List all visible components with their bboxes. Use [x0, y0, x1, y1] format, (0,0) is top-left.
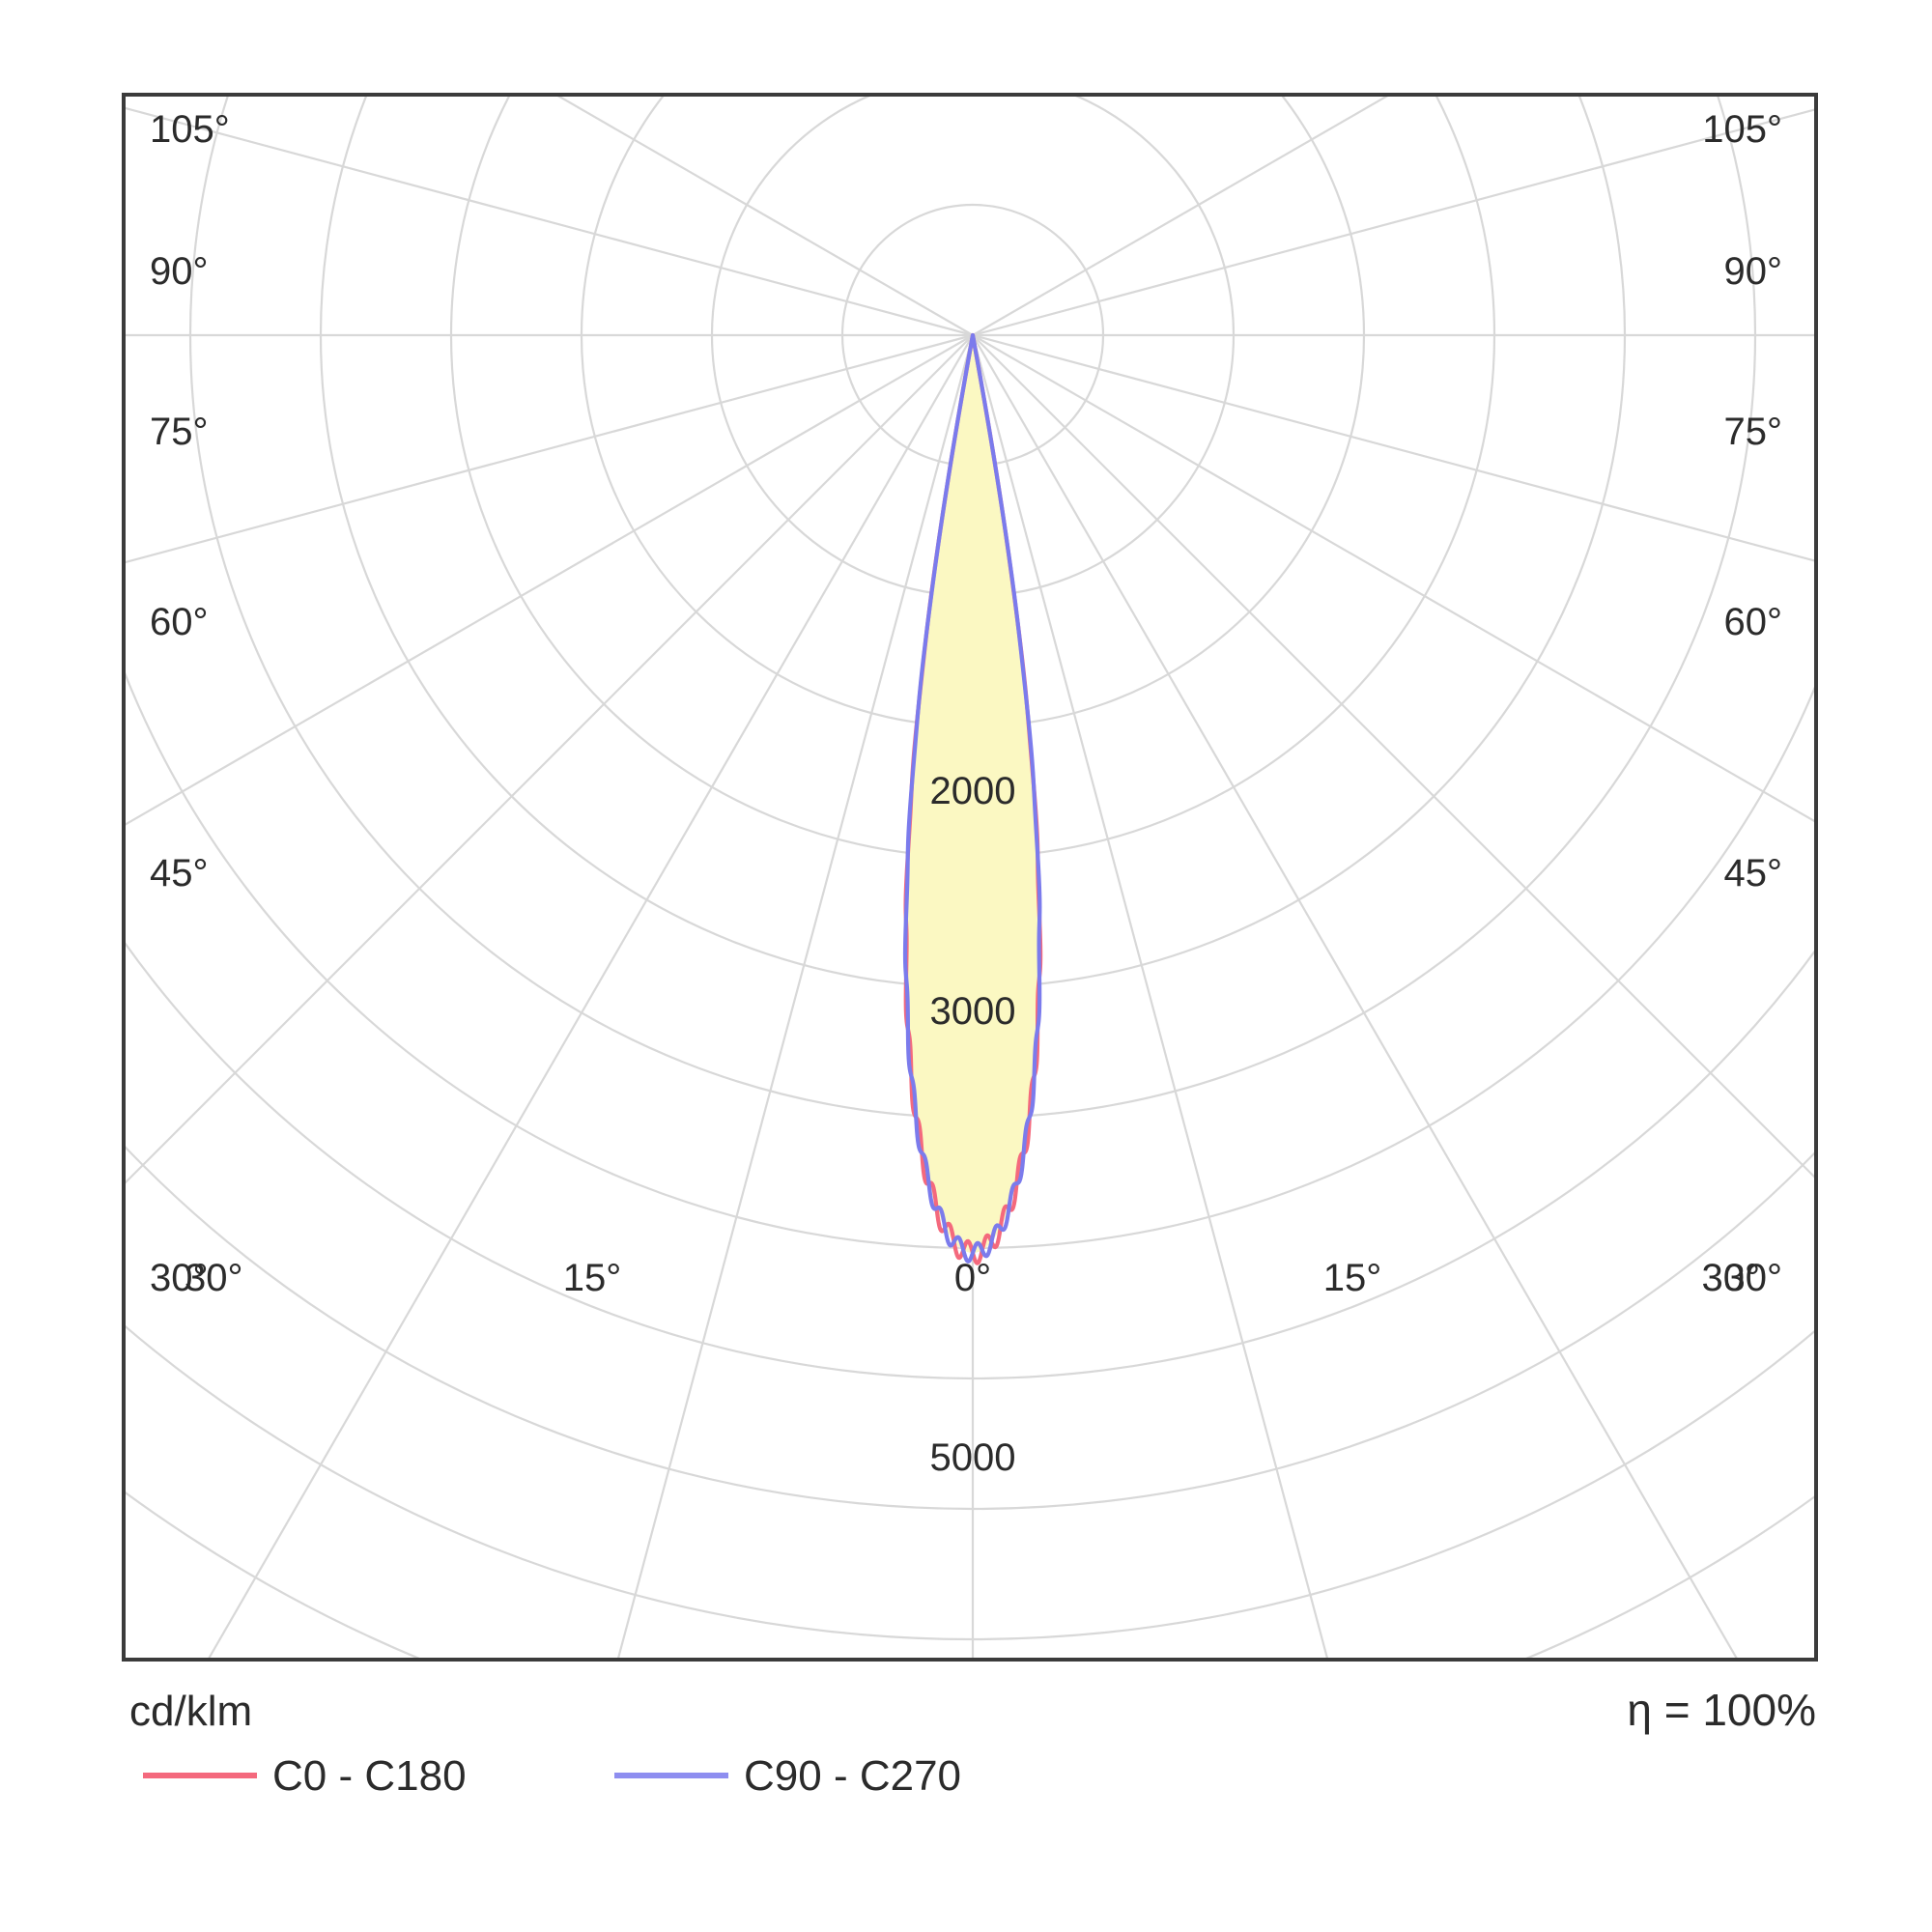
angle-label-bottom-4: 30°	[1702, 1257, 1761, 1299]
radial-label-2000: 2000	[930, 770, 1016, 812]
angle-label-left-1: 90°	[150, 250, 209, 293]
grid-spoke-75	[972, 333, 1816, 563]
angle-label-left-0: 105°	[150, 108, 230, 151]
plot-border	[122, 93, 1818, 1662]
units-label: cd/klm	[129, 1688, 252, 1735]
angle-label-bottom-2: 0°	[954, 1257, 991, 1299]
plot-frame-rect	[122, 93, 1818, 1662]
chart-legend: cd/klm η = 100% C0 - C180 C90 - C270	[129, 1685, 1816, 1800]
angle-label-right-0: 105°	[1702, 108, 1782, 151]
grid-spoke-30	[972, 334, 1739, 1660]
radial-label-5000: 5000	[930, 1436, 1016, 1479]
legend-item-series-c90-c270[interactable]: C90 - C270	[614, 1752, 961, 1800]
grid-spoke--30	[207, 334, 974, 1660]
angle-label-left-4: 45°	[150, 852, 209, 895]
curve-c90-c270	[902, 332, 1042, 1264]
beam-fill-area	[905, 335, 1040, 1253]
angle-label-bottom-1: 15°	[563, 1257, 622, 1299]
angle-label-left-5: 30°	[150, 1257, 209, 1299]
legend-item-series-c0-c180[interactable]: C0 - C180	[143, 1752, 467, 1800]
grid-spoke-60	[972, 334, 1816, 824]
grid-spoke--15	[616, 334, 975, 1660]
distribution-curves	[902, 332, 1043, 1265]
angle-label-right-4: 45°	[1724, 852, 1783, 895]
grid-spoke--105	[124, 106, 974, 337]
grid-spoke--45	[124, 334, 974, 1186]
angle-label-left-2: 75°	[150, 411, 209, 453]
angle-label-right-1: 90°	[1724, 250, 1783, 293]
grid-spoke-120	[972, 95, 1392, 336]
angle-label-bottom-3: 15°	[1323, 1257, 1382, 1299]
angle-label-right-5: 30°	[1724, 1257, 1783, 1299]
grid-spoke-105	[972, 107, 1816, 337]
grid-spoke--75	[124, 333, 974, 564]
grid-spoke-15	[971, 334, 1329, 1660]
grid-spoke-45	[972, 334, 1816, 1180]
angle-label-right-3: 60°	[1724, 601, 1783, 643]
radial-label-3000: 3000	[930, 990, 1016, 1033]
angle-label-bottom-0: 30°	[185, 1257, 243, 1299]
legend-label-series-c0-c180: C0 - C180	[272, 1752, 467, 1800]
grid-spoke--60	[124, 334, 974, 827]
efficiency-label: η = 100%	[1627, 1685, 1816, 1735]
legend-label-series-c90-c270: C90 - C270	[744, 1752, 961, 1800]
grid-spoke--120	[554, 95, 974, 336]
chart-labels: 105°90°75°60°45°30°105°90°75°60°45°30°30…	[150, 108, 1782, 1479]
angle-label-right-2: 75°	[1724, 411, 1783, 453]
angle-label-left-3: 60°	[150, 601, 209, 643]
